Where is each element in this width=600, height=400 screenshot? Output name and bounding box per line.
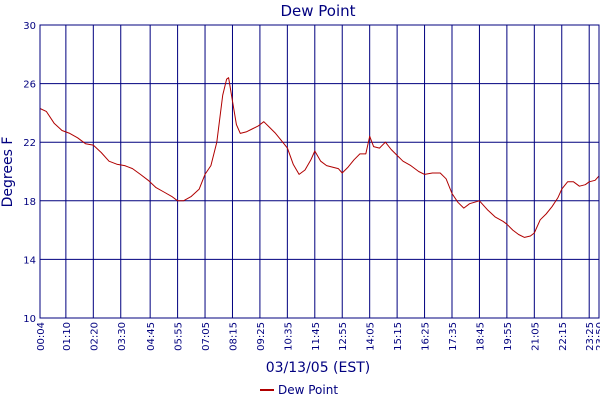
y-tick-label: 18	[23, 197, 36, 208]
x-tick-label: 22:15	[558, 322, 569, 351]
x-tick-label: 00:04	[36, 322, 47, 351]
x-tick-label: 23:50	[595, 322, 600, 351]
x-axis-label: 03/13/05 (EST)	[266, 360, 371, 376]
x-tick-label: 21:05	[530, 322, 541, 351]
y-tick-label: 30	[23, 21, 36, 32]
x-tick-label: 15:15	[393, 322, 404, 351]
y-tick-label: 22	[23, 138, 36, 149]
y-tick-label: 14	[23, 255, 36, 266]
y-axis-label: Degrees F	[0, 137, 16, 208]
series-layer	[40, 78, 599, 238]
x-tick-label: 09:25	[256, 322, 267, 351]
x-tick-label: 07:05	[201, 322, 212, 351]
x-tick-label: 03:30	[117, 322, 128, 351]
x-tick-label: 14:05	[366, 322, 377, 351]
legend-label: Dew Point	[278, 383, 338, 397]
x-tick-label: 19:55	[503, 322, 514, 351]
chart-title: Dew Point	[280, 2, 355, 20]
legend: Dew Point	[260, 383, 338, 397]
x-tick-layer: 00:04 01:10 02:20 03:30 04:45 05:55 07:05 08:15…	[36, 322, 600, 351]
x-tick-label: 02:20	[89, 322, 100, 351]
x-tick-label: 16:25	[421, 322, 432, 351]
grid-layer	[40, 25, 599, 318]
x-tick-label: 10:35	[283, 322, 294, 351]
series-line-dew-point	[40, 78, 599, 238]
x-tick-label: 12:55	[338, 322, 349, 351]
y-tick-label: 10	[23, 314, 36, 325]
x-tick-label: 18:45	[475, 322, 486, 351]
x-tick-label: 17:35	[448, 322, 459, 351]
y-tick-layer: 10 14 18 22 26 30	[23, 21, 36, 325]
x-tick-label: 11:45	[311, 322, 322, 351]
x-tick-label: 08:15	[228, 322, 239, 351]
y-tick-label: 26	[23, 80, 36, 91]
x-tick-label: 01:10	[62, 322, 73, 351]
x-tick-label: 05:55	[174, 322, 185, 351]
x-tick-label: 04:45	[146, 322, 157, 351]
plot-frame	[40, 25, 599, 318]
